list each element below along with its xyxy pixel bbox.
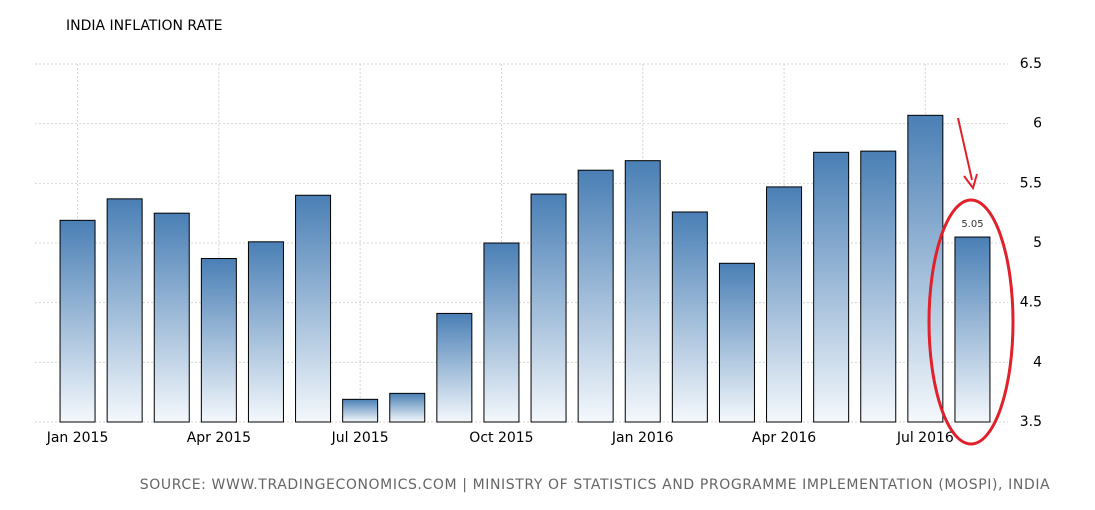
x-tick-label: Apr 2016 (752, 430, 816, 446)
bar (436, 312, 473, 423)
bar (200, 258, 237, 423)
x-tick-label: Jul 2016 (896, 430, 954, 446)
bar (907, 114, 944, 423)
bar (483, 242, 520, 423)
bar (389, 392, 426, 423)
bar (624, 160, 661, 423)
bar (860, 150, 897, 423)
x-tick-label: Jan 2015 (46, 430, 109, 446)
bar (247, 241, 284, 423)
chart-title: INDIA INFLATION RATE (66, 18, 222, 34)
bar (671, 211, 708, 423)
x-tick-label: Jul 2015 (331, 430, 389, 446)
bar (295, 194, 332, 423)
y-tick-label: 4.5 (1020, 295, 1042, 311)
source-note: SOURCE: WWW.TRADINGECONOMICS.COM | MINIS… (140, 477, 1050, 493)
y-tick-label: 6.5 (1020, 56, 1042, 72)
plot-area: 3.5 4 4.5 5 5.5 6 6.5 Jan 2015 Apr 2015 Jul 2015 O… (35, 56, 1042, 446)
data-label: 5.05 (961, 219, 983, 230)
bar (577, 169, 614, 423)
y-tick-label: 5 (1033, 235, 1042, 251)
annotation-ellipse (927, 198, 1015, 446)
bar (106, 198, 143, 423)
annotation (927, 117, 1015, 446)
annotation-arrowhead (963, 173, 978, 191)
bar (954, 236, 991, 423)
y-tick-label: 4 (1033, 354, 1042, 370)
bar (530, 193, 567, 423)
annotation-arrow (957, 117, 973, 181)
bar (153, 212, 190, 423)
y-tick-label: 3.5 (1020, 414, 1042, 430)
bar (59, 219, 96, 423)
x-tick-label: Jan 2016 (611, 430, 674, 446)
bar (342, 398, 379, 423)
bar (813, 151, 850, 423)
x-tick-label: Apr 2015 (187, 430, 251, 446)
y-tick-label: 6 (1033, 116, 1042, 132)
x-tick-label: Oct 2015 (469, 430, 533, 446)
bar (718, 262, 755, 423)
bar (766, 186, 803, 423)
y-tick-label: 5.5 (1020, 175, 1042, 191)
